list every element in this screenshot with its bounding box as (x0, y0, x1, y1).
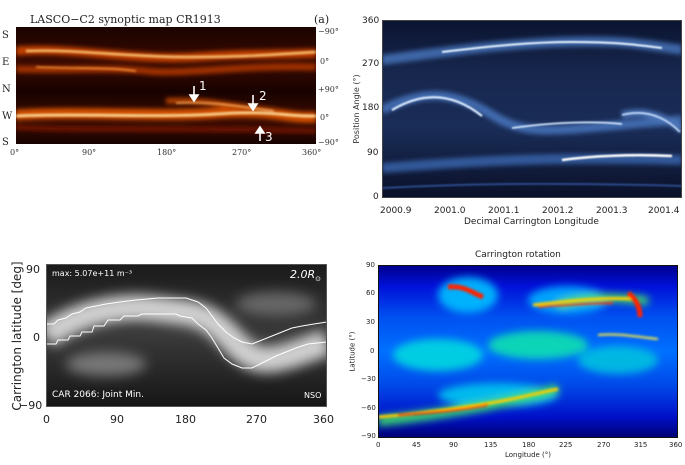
panel-c-y-label: Carrington latitude [deg] (10, 261, 24, 411)
panel-b-x-tick: 2001.1 (488, 206, 520, 216)
panel-a-right-label: −90° (318, 138, 339, 147)
panel-c: max: 5.07e+11 m⁻³ 2.0R⊙ CAR 2066: Joint … (0, 248, 345, 465)
panel-c-nso-label: NSO (304, 391, 322, 400)
panel-a-left-label: S (2, 30, 9, 41)
panel-a-x-tick: 90° (82, 148, 97, 157)
panel-c-x-tick: 180 (175, 413, 196, 426)
panel-b-map (382, 20, 682, 198)
radius-value: 2.0R (290, 268, 316, 281)
jet-colour-map-image (378, 265, 678, 438)
arrow-1-head-icon (188, 94, 200, 103)
panel-b-x-tick: 2000.9 (380, 206, 412, 216)
panel-b-y-tick: 0 (373, 192, 379, 202)
panel-a-x-tick: 0° (10, 148, 20, 157)
panel-b-y-tick: 360 (362, 16, 380, 26)
panel-a-right-label: 0° (320, 57, 330, 66)
panel-d-x-tick: 135 (484, 441, 498, 449)
panel-d-x-tick: 0 (376, 441, 381, 449)
panel-a-left-label: W (2, 111, 13, 122)
panel-c-y-tick: 90 (26, 263, 40, 276)
panel-d-y-label: Latitude (°) (348, 331, 357, 372)
panel-a-left-label: N (2, 84, 11, 95)
panel-a-left-label: E (2, 57, 10, 68)
panel-c-x-tick: 360 (313, 413, 334, 426)
panel-d-x-tick: 315 (634, 441, 648, 449)
panel-b-x-tick: 2001.0 (434, 206, 466, 216)
radius-sub: ⊙ (315, 275, 322, 284)
panel-d-y-tick: 30 (366, 318, 375, 326)
panel-c-x-tick: 90 (110, 413, 124, 426)
panel-d-map (378, 265, 678, 438)
panel-d-x-tick: 90 (449, 441, 458, 449)
panel-d-y-tick: 90 (366, 261, 375, 269)
panel-c-y-tick: 0 (33, 331, 40, 344)
panel-b-x-tick: 2001.3 (596, 206, 628, 216)
panel-b-y-label: Position Angle (°) (352, 74, 361, 144)
panel-a-right-label: +90° (318, 85, 339, 94)
panel-c-max-label: max: 5.07e+11 m⁻³ (52, 269, 133, 278)
panel-b-x-label: Decimal Carrington Longitude (464, 217, 599, 227)
panel-a-right-label: 0° (320, 113, 330, 122)
panel-c-x-tick: 0 (43, 413, 50, 426)
panel-b-y-tick: 270 (362, 59, 380, 69)
panel-a-right-label: −90° (318, 27, 339, 36)
arrow-label-1: 1 (199, 79, 207, 93)
panel-d-y-tick: 60 (366, 289, 375, 297)
panel-d-x-tick: 225 (559, 441, 573, 449)
panel-b-y-tick: 180 (362, 103, 380, 113)
panel-c-radius-label: 2.0R⊙ (290, 269, 321, 283)
panel-b-x-tick: 2001.4 (648, 206, 680, 216)
panel-a-title: LASCO−C2 synoptic map CR1913 (30, 13, 221, 26)
greyscale-density-image (46, 264, 327, 407)
panel-a-x-tick: 360° (302, 148, 322, 157)
panel-a-map (16, 27, 316, 144)
panel-d-y-tick: −30 (361, 375, 376, 383)
arrow-2-head-icon (247, 103, 259, 112)
panel-d: Carrington rotation (345, 245, 685, 465)
panel-b-y-tick: 90 (367, 148, 379, 158)
panel-c-map: max: 5.07e+11 m⁻³ 2.0R⊙ CAR 2066: Joint … (46, 264, 327, 407)
panel-d-x-tick: 45 (412, 441, 421, 449)
blue-synoptic-image (382, 20, 682, 198)
panel-d-x-tick: 270 (597, 441, 611, 449)
panel-c-y-tick: −90 (19, 399, 43, 412)
arrow-label-2: 2 (259, 89, 267, 103)
panel-d-y-tick: 0 (370, 347, 375, 355)
arrow-label-3: 3 (265, 130, 273, 144)
panel-d-x-tick: 360 (669, 441, 683, 449)
panel-a-x-tick: 180° (157, 148, 177, 157)
panel-a: LASCO−C2 synoptic map CR1913 (a) (0, 0, 345, 170)
panel-c-x-tick: 270 (246, 413, 267, 426)
boundary-line-lower (46, 313, 327, 369)
panel-d-y-tick: −90 (361, 432, 376, 440)
panel-d-y-tick: −60 (361, 404, 376, 412)
panel-a-label: (a) (314, 13, 330, 26)
panel-a-arrows (188, 86, 266, 141)
panel-d-x-label: Longitude (°) (505, 451, 552, 459)
panel-b: Position Angle (°) 360 270 180 90 0 2000… (340, 0, 685, 235)
hot-synoptic-image (16, 27, 316, 144)
panel-c-car-label: CAR 2066: Joint Min. (52, 390, 144, 400)
arrow-3-head-icon (254, 125, 266, 134)
panel-d-x-tick: 180 (522, 441, 536, 449)
boundary-line-upper (46, 297, 327, 345)
panel-a-x-tick: 270° (232, 148, 252, 157)
panel-a-left-label: S (2, 137, 9, 148)
panel-b-x-tick: 2001.2 (542, 206, 574, 216)
panel-d-title: Carrington rotation (475, 250, 561, 260)
